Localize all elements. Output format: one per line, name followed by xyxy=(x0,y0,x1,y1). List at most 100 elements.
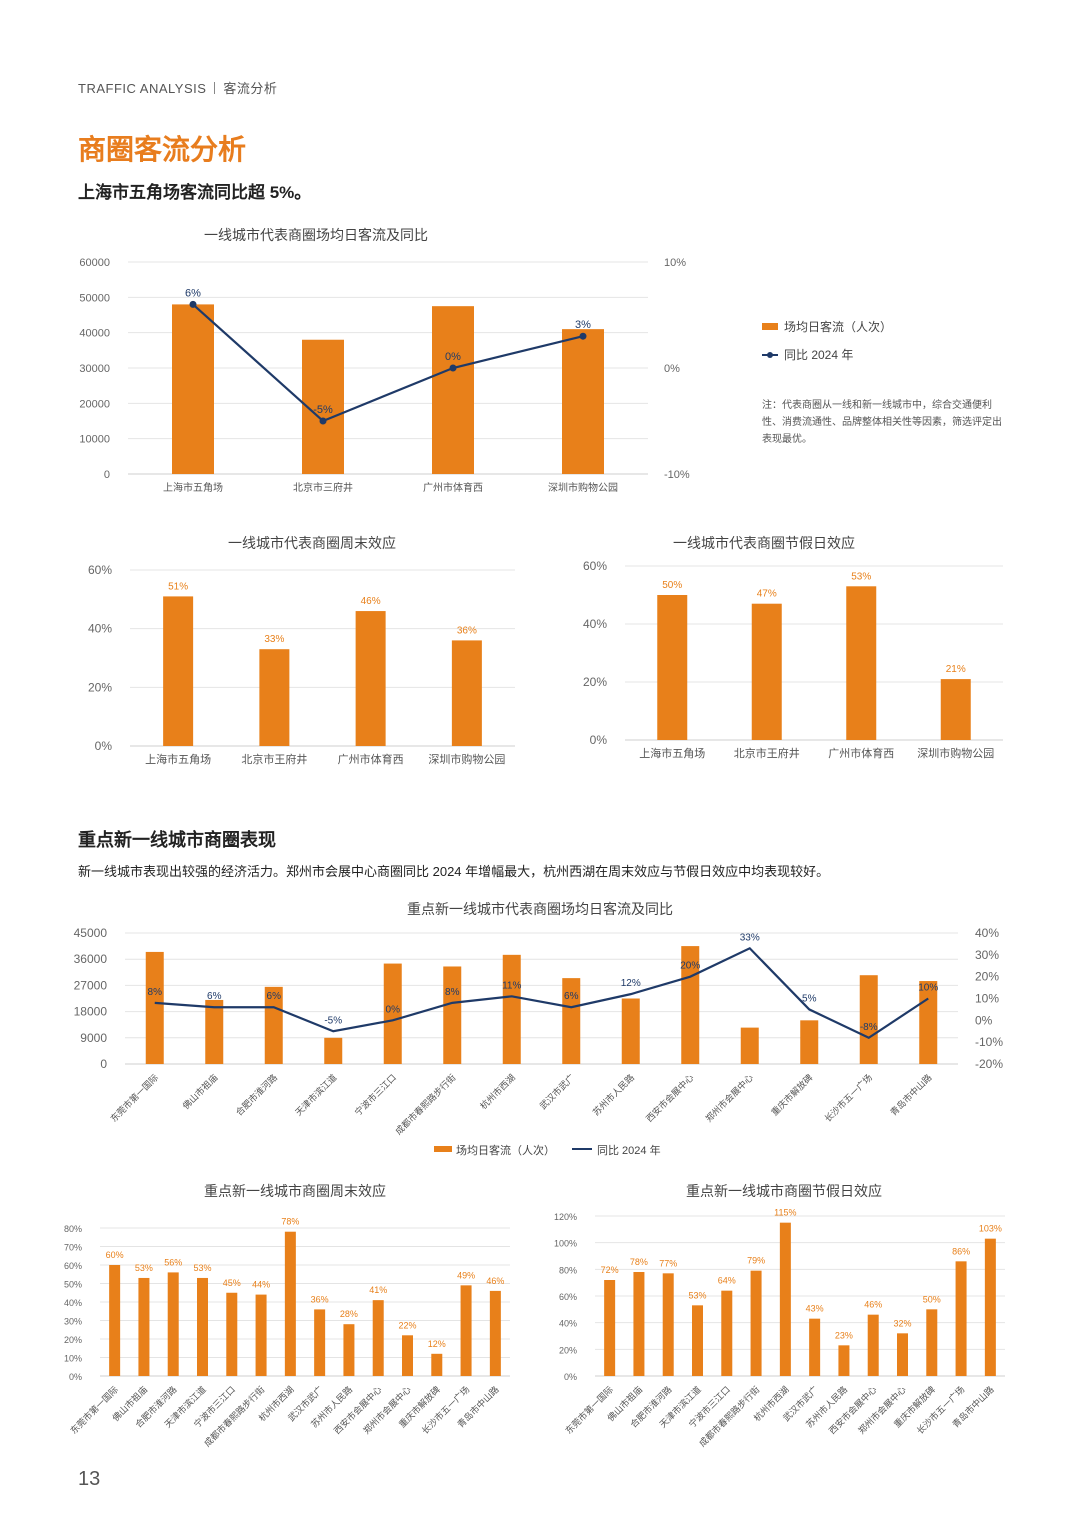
yoy-label: 8% xyxy=(148,987,163,998)
bar xyxy=(604,1280,616,1376)
yoy-label: 6% xyxy=(564,991,579,1002)
bar xyxy=(489,1290,501,1376)
data-label: 78% xyxy=(281,1217,299,1227)
y2-tick-label: 20% xyxy=(975,970,999,984)
category-label: 上海市五角场 xyxy=(163,481,223,494)
data-label: 56% xyxy=(164,1257,182,1267)
data-label: 60% xyxy=(106,1250,124,1260)
y-tick-label: 100% xyxy=(554,1239,577,1249)
bar xyxy=(343,1324,355,1376)
category-label: 天津市滨江道 xyxy=(293,1072,339,1118)
newtier1-holiday-chart: 重点新一线城市商圈节假日效应 0% 20% 40% 60% 80% 100% 120% 72% 7… xyxy=(554,1183,1005,1449)
category-label: 深圳市购物公园 xyxy=(548,481,618,494)
yoy-point xyxy=(189,300,197,308)
data-label: 53% xyxy=(851,571,871,582)
yoy-label: 3% xyxy=(575,319,591,331)
yoy-line xyxy=(192,303,584,423)
data-label: 43% xyxy=(806,1304,824,1314)
bar xyxy=(692,1305,703,1376)
category-label: 长沙市五一广场 xyxy=(822,1072,874,1124)
legend-line-marker xyxy=(767,352,773,358)
bar xyxy=(324,1037,343,1064)
category-label: 广州市体育西 xyxy=(828,746,894,760)
y2-tick-label: -10% xyxy=(975,1035,1003,1049)
yoy-label: 5% xyxy=(802,993,817,1004)
bar xyxy=(431,1353,443,1376)
legend-line-label: 同比 2024 年 xyxy=(784,348,853,362)
bar xyxy=(502,954,521,1064)
page-title: 商圈客流分析 xyxy=(78,134,247,165)
data-label: 53% xyxy=(193,1263,211,1273)
chart-title: 一线城市代表商圈周末效应 xyxy=(228,535,396,551)
y-tick-label: 80% xyxy=(64,1224,82,1234)
bar xyxy=(740,1027,759,1064)
bar xyxy=(138,1277,150,1376)
legend-bar-label: 场均日客流（人次） xyxy=(784,319,892,334)
bar xyxy=(259,649,290,746)
header-divider xyxy=(214,82,216,94)
legend-bar-swatch xyxy=(762,323,778,330)
category-label: 东莞市第一国际 xyxy=(108,1072,160,1124)
bar xyxy=(859,975,878,1064)
tier1-holiday-chart: 一线城市代表商圈节假日效应 0% 20% 40% 60% 50% 47% 53% 21% 上海市五… xyxy=(583,535,1003,760)
bar xyxy=(383,963,402,1064)
legend-line-label: 同比 2024 年 xyxy=(597,1143,661,1157)
y-tick-label: 40% xyxy=(559,1319,577,1329)
bar xyxy=(432,306,474,474)
bar xyxy=(205,999,224,1064)
data-label: 46% xyxy=(486,1276,504,1286)
data-label: 78% xyxy=(630,1257,648,1267)
data-label: 23% xyxy=(835,1330,853,1340)
data-label: 12% xyxy=(428,1339,446,1349)
category-label: 成都市春熙路步行街 xyxy=(393,1072,458,1137)
data-label: 50% xyxy=(923,1294,941,1304)
yoy-label: -8% xyxy=(860,1022,878,1033)
bar xyxy=(302,339,344,474)
data-label: 44% xyxy=(252,1280,270,1290)
yoy-point xyxy=(579,332,587,340)
y-tick-label: 50000 xyxy=(79,292,110,304)
y-tick-label: 36000 xyxy=(74,952,108,966)
y-tick-label: 9000 xyxy=(80,1031,107,1045)
data-label: 115% xyxy=(774,1208,796,1218)
bar xyxy=(314,1309,326,1376)
y-tick-label: 45000 xyxy=(74,926,108,940)
y-tick-label: 40% xyxy=(64,1298,82,1308)
bar xyxy=(809,1318,821,1376)
bar xyxy=(163,596,194,746)
bar xyxy=(562,978,581,1064)
bar xyxy=(633,1272,645,1376)
chart-title: 一线城市代表商圈场均日客流及同比 xyxy=(204,227,428,243)
data-label: 46% xyxy=(864,1300,882,1310)
y-tick-label: 0% xyxy=(564,1372,577,1382)
y-tick-label: 20% xyxy=(559,1345,577,1355)
y-tick-label: 40% xyxy=(583,617,607,631)
bar xyxy=(926,1309,938,1376)
data-label: 50% xyxy=(662,580,682,591)
yoy-line xyxy=(154,946,929,1040)
page-header: TRAFFIC ANALYSIS 客流分析 xyxy=(78,78,277,97)
y2-tick-label: -10% xyxy=(664,469,690,481)
data-label: 79% xyxy=(747,1256,765,1266)
category-label: 深圳市购物公园 xyxy=(917,746,994,760)
data-label: 77% xyxy=(659,1258,677,1268)
yoy-label: 33% xyxy=(740,932,760,943)
data-label: 53% xyxy=(135,1263,153,1273)
data-label: 86% xyxy=(952,1246,970,1256)
tier1-traffic-chart: 一线城市代表商圈场均日客流及同比 0 10000 20000 30000 40000 500… xyxy=(79,227,892,494)
category-label: 广州市体育西 xyxy=(338,752,404,766)
data-label: 53% xyxy=(688,1290,706,1300)
bar xyxy=(867,1314,879,1376)
section-subtitle: 新一线城市表现出较强的经济活力。郑州市会展中心商圈同比 2024 年增幅最大，杭… xyxy=(78,864,830,879)
y-tick-label: 18000 xyxy=(74,1005,108,1019)
yoy-label: 6% xyxy=(267,991,282,1002)
bar xyxy=(226,1292,238,1376)
header-cn: 客流分析 xyxy=(223,81,278,96)
bar xyxy=(355,611,386,746)
y-tick-label: 80% xyxy=(559,1265,577,1275)
chart-title: 重点新一线城市商圈周末效应 xyxy=(204,1183,386,1199)
y-tick-label: 0% xyxy=(95,739,113,753)
y-tick-label: 50% xyxy=(64,1280,82,1290)
y-tick-label: 20% xyxy=(88,680,112,694)
yoy-label: 0% xyxy=(445,351,461,363)
